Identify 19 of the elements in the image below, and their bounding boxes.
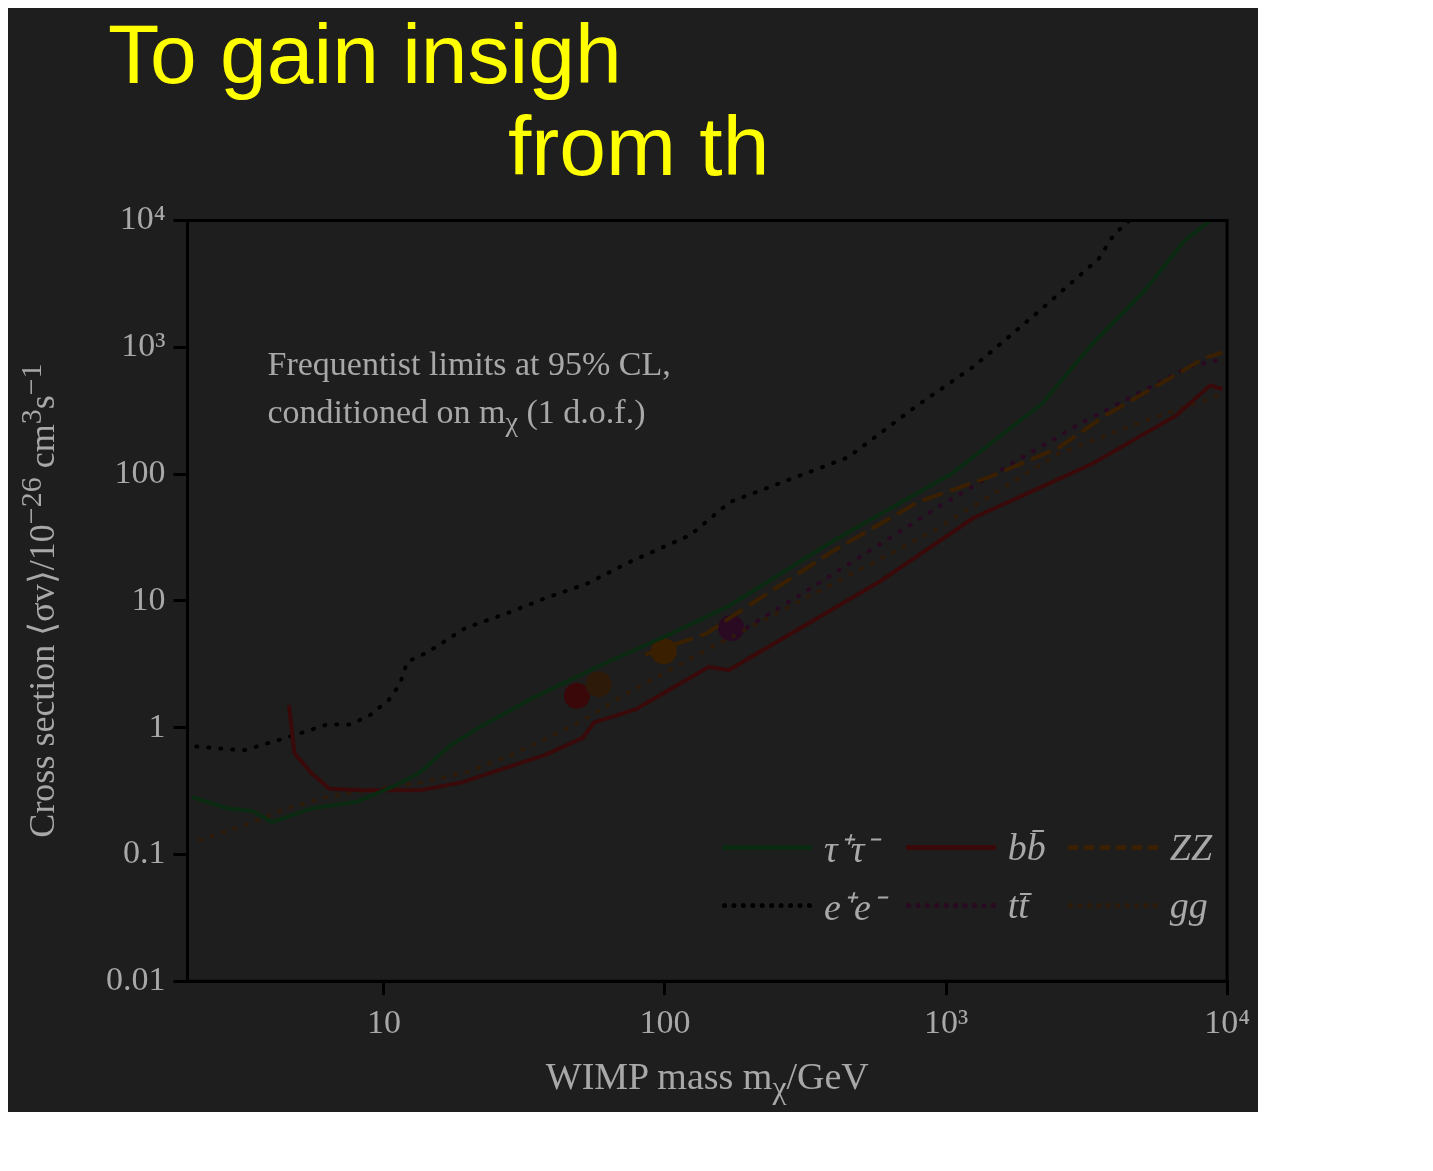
chart-subtitle: from th (508, 99, 771, 193)
y-tick-label: 0.01 (106, 960, 166, 998)
legend-label: ZZ (1169, 825, 1213, 870)
x-axis-title: WIMP mass m$_{χ}$/GeV (544, 1054, 870, 1106)
x-tick-label: 10 (366, 1002, 401, 1040)
y-tick-label: 100 (114, 452, 166, 490)
y-tick-label: 10⁴ (119, 199, 166, 237)
annotation: Frequentist limits at 95% CL, (267, 344, 671, 385)
x-tick-label: 100 (639, 1002, 691, 1040)
y-tick-label: 10³ (121, 326, 166, 364)
x-tick-label: 10³ (923, 1002, 969, 1040)
annotation: conditioned on m$_{χ}$ (1 d.o.f.) (267, 392, 647, 440)
y-tick-label: 1 (148, 706, 166, 744)
y-tick-label: 10 (131, 579, 166, 617)
chart-title: To gain insigh (108, 7, 623, 101)
x-tick-label: 10⁴ (1204, 1002, 1250, 1040)
legend-label: bb̄ (1007, 825, 1046, 870)
legend-label: gg (1169, 883, 1208, 928)
y-tick-label: 0.1 (123, 833, 166, 871)
